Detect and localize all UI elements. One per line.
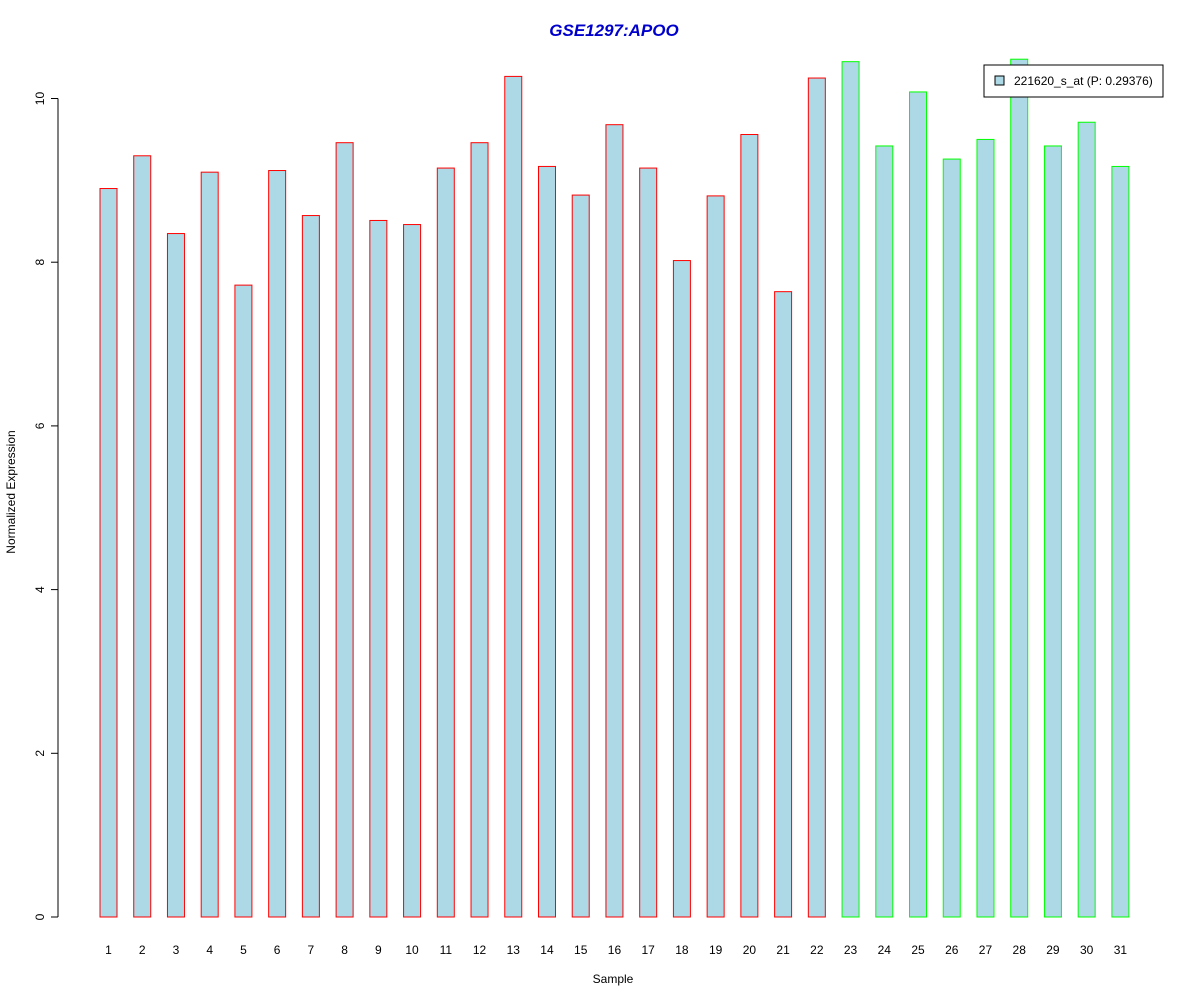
x-tick-label: 17 — [642, 943, 656, 957]
x-tick-label: 11 — [440, 943, 453, 957]
x-tick-label: 13 — [507, 943, 521, 957]
bar-sample-18 — [672, 260, 691, 918]
y-tick-label: 10 — [33, 92, 47, 106]
bar-sample-3 — [166, 233, 185, 918]
bar-sample-14 — [537, 165, 556, 918]
chart-title: GSE1297:APOO — [549, 21, 678, 40]
bar-sample-16 — [605, 124, 624, 918]
x-tick-label: 20 — [743, 943, 757, 957]
y-axis: 0 2 4 6 8 10 — [33, 92, 59, 920]
x-axis-label: Sample — [593, 972, 634, 986]
x-tick-label: 16 — [608, 943, 622, 957]
bar-sample-10 — [403, 224, 422, 918]
x-tick-label: 19 — [709, 943, 723, 957]
x-tick-labels: 1 2 3 4 5 6 7 8 9 10 11 12 13 14 15 16 17 18 19 20 21 22 23 24 2… — [105, 943, 1127, 957]
bar-sample-20 — [740, 134, 759, 918]
bar-sample-7 — [301, 215, 320, 918]
bar-sample-27 — [976, 138, 995, 918]
bar-sample-31 — [1111, 165, 1130, 918]
y-tick-label: 8 — [33, 259, 47, 266]
bar-sample-9 — [369, 219, 388, 918]
bar-sample-25 — [909, 91, 928, 918]
x-tick-label: 18 — [675, 943, 689, 957]
x-tick-label: 24 — [878, 943, 892, 957]
bar-sample-30 — [1077, 121, 1096, 918]
x-tick-label: 27 — [979, 943, 993, 957]
bar-sample-4 — [200, 171, 219, 918]
legend-swatch — [994, 75, 1005, 86]
x-tick-label: 12 — [473, 943, 487, 957]
bar-sample-8 — [335, 142, 354, 918]
legend-box — [983, 64, 1164, 98]
y-tick-label: 4 — [33, 586, 47, 593]
x-tick-label: 6 — [274, 943, 281, 957]
bar-sample-2 — [133, 155, 152, 918]
x-tick-label: 22 — [810, 943, 824, 957]
bar-sample-6 — [268, 170, 287, 918]
legend-label: 221620_s_at (P: 0.29376) — [1014, 74, 1153, 88]
bar-sample-19 — [706, 195, 725, 918]
x-tick-label: 15 — [574, 943, 588, 957]
bar-sample-1 — [99, 188, 118, 918]
x-tick-label: 10 — [405, 943, 419, 957]
bar-sample-5 — [234, 284, 253, 918]
bar-sample-23 — [841, 61, 860, 918]
x-tick-label: 31 — [1114, 943, 1128, 957]
bar-sample-11 — [436, 167, 455, 918]
x-tick-label: 21 — [776, 943, 790, 957]
bar-sample-12 — [470, 142, 489, 918]
bar-sample-28 — [1010, 58, 1029, 918]
bars-group — [99, 58, 1130, 918]
y-tick-label: 6 — [33, 422, 47, 429]
bar-sample-17 — [639, 167, 658, 918]
legend: 221620_s_at (P: 0.29376) — [983, 64, 1164, 98]
y-tick-label: 0 — [33, 913, 47, 920]
x-tick-label: 26 — [945, 943, 959, 957]
x-tick-label: 28 — [1013, 943, 1027, 957]
x-tick-label: 30 — [1080, 943, 1094, 957]
x-tick-label: 7 — [308, 943, 315, 957]
x-tick-label: 14 — [540, 943, 554, 957]
bar-sample-24 — [875, 145, 894, 918]
x-tick-label: 25 — [911, 943, 925, 957]
bar-sample-29 — [1043, 145, 1062, 918]
x-tick-label: 2 — [139, 943, 146, 957]
x-tick-label: 4 — [206, 943, 213, 957]
x-tick-label: 23 — [844, 943, 858, 957]
x-tick-label: 1 — [105, 943, 112, 957]
bar-sample-13 — [504, 75, 523, 918]
x-tick-label: 29 — [1046, 943, 1060, 957]
bar-sample-22 — [807, 77, 826, 918]
bar-sample-21 — [774, 291, 793, 918]
y-tick-label: 2 — [33, 750, 47, 757]
x-tick-label: 5 — [240, 943, 247, 957]
x-tick-label: 3 — [173, 943, 180, 957]
x-tick-label: 9 — [375, 943, 382, 957]
y-axis-label: Normalized Expression — [4, 430, 18, 553]
x-tick-label: 8 — [341, 943, 348, 957]
bar-sample-26 — [942, 158, 961, 918]
bar-sample-15 — [571, 194, 590, 918]
